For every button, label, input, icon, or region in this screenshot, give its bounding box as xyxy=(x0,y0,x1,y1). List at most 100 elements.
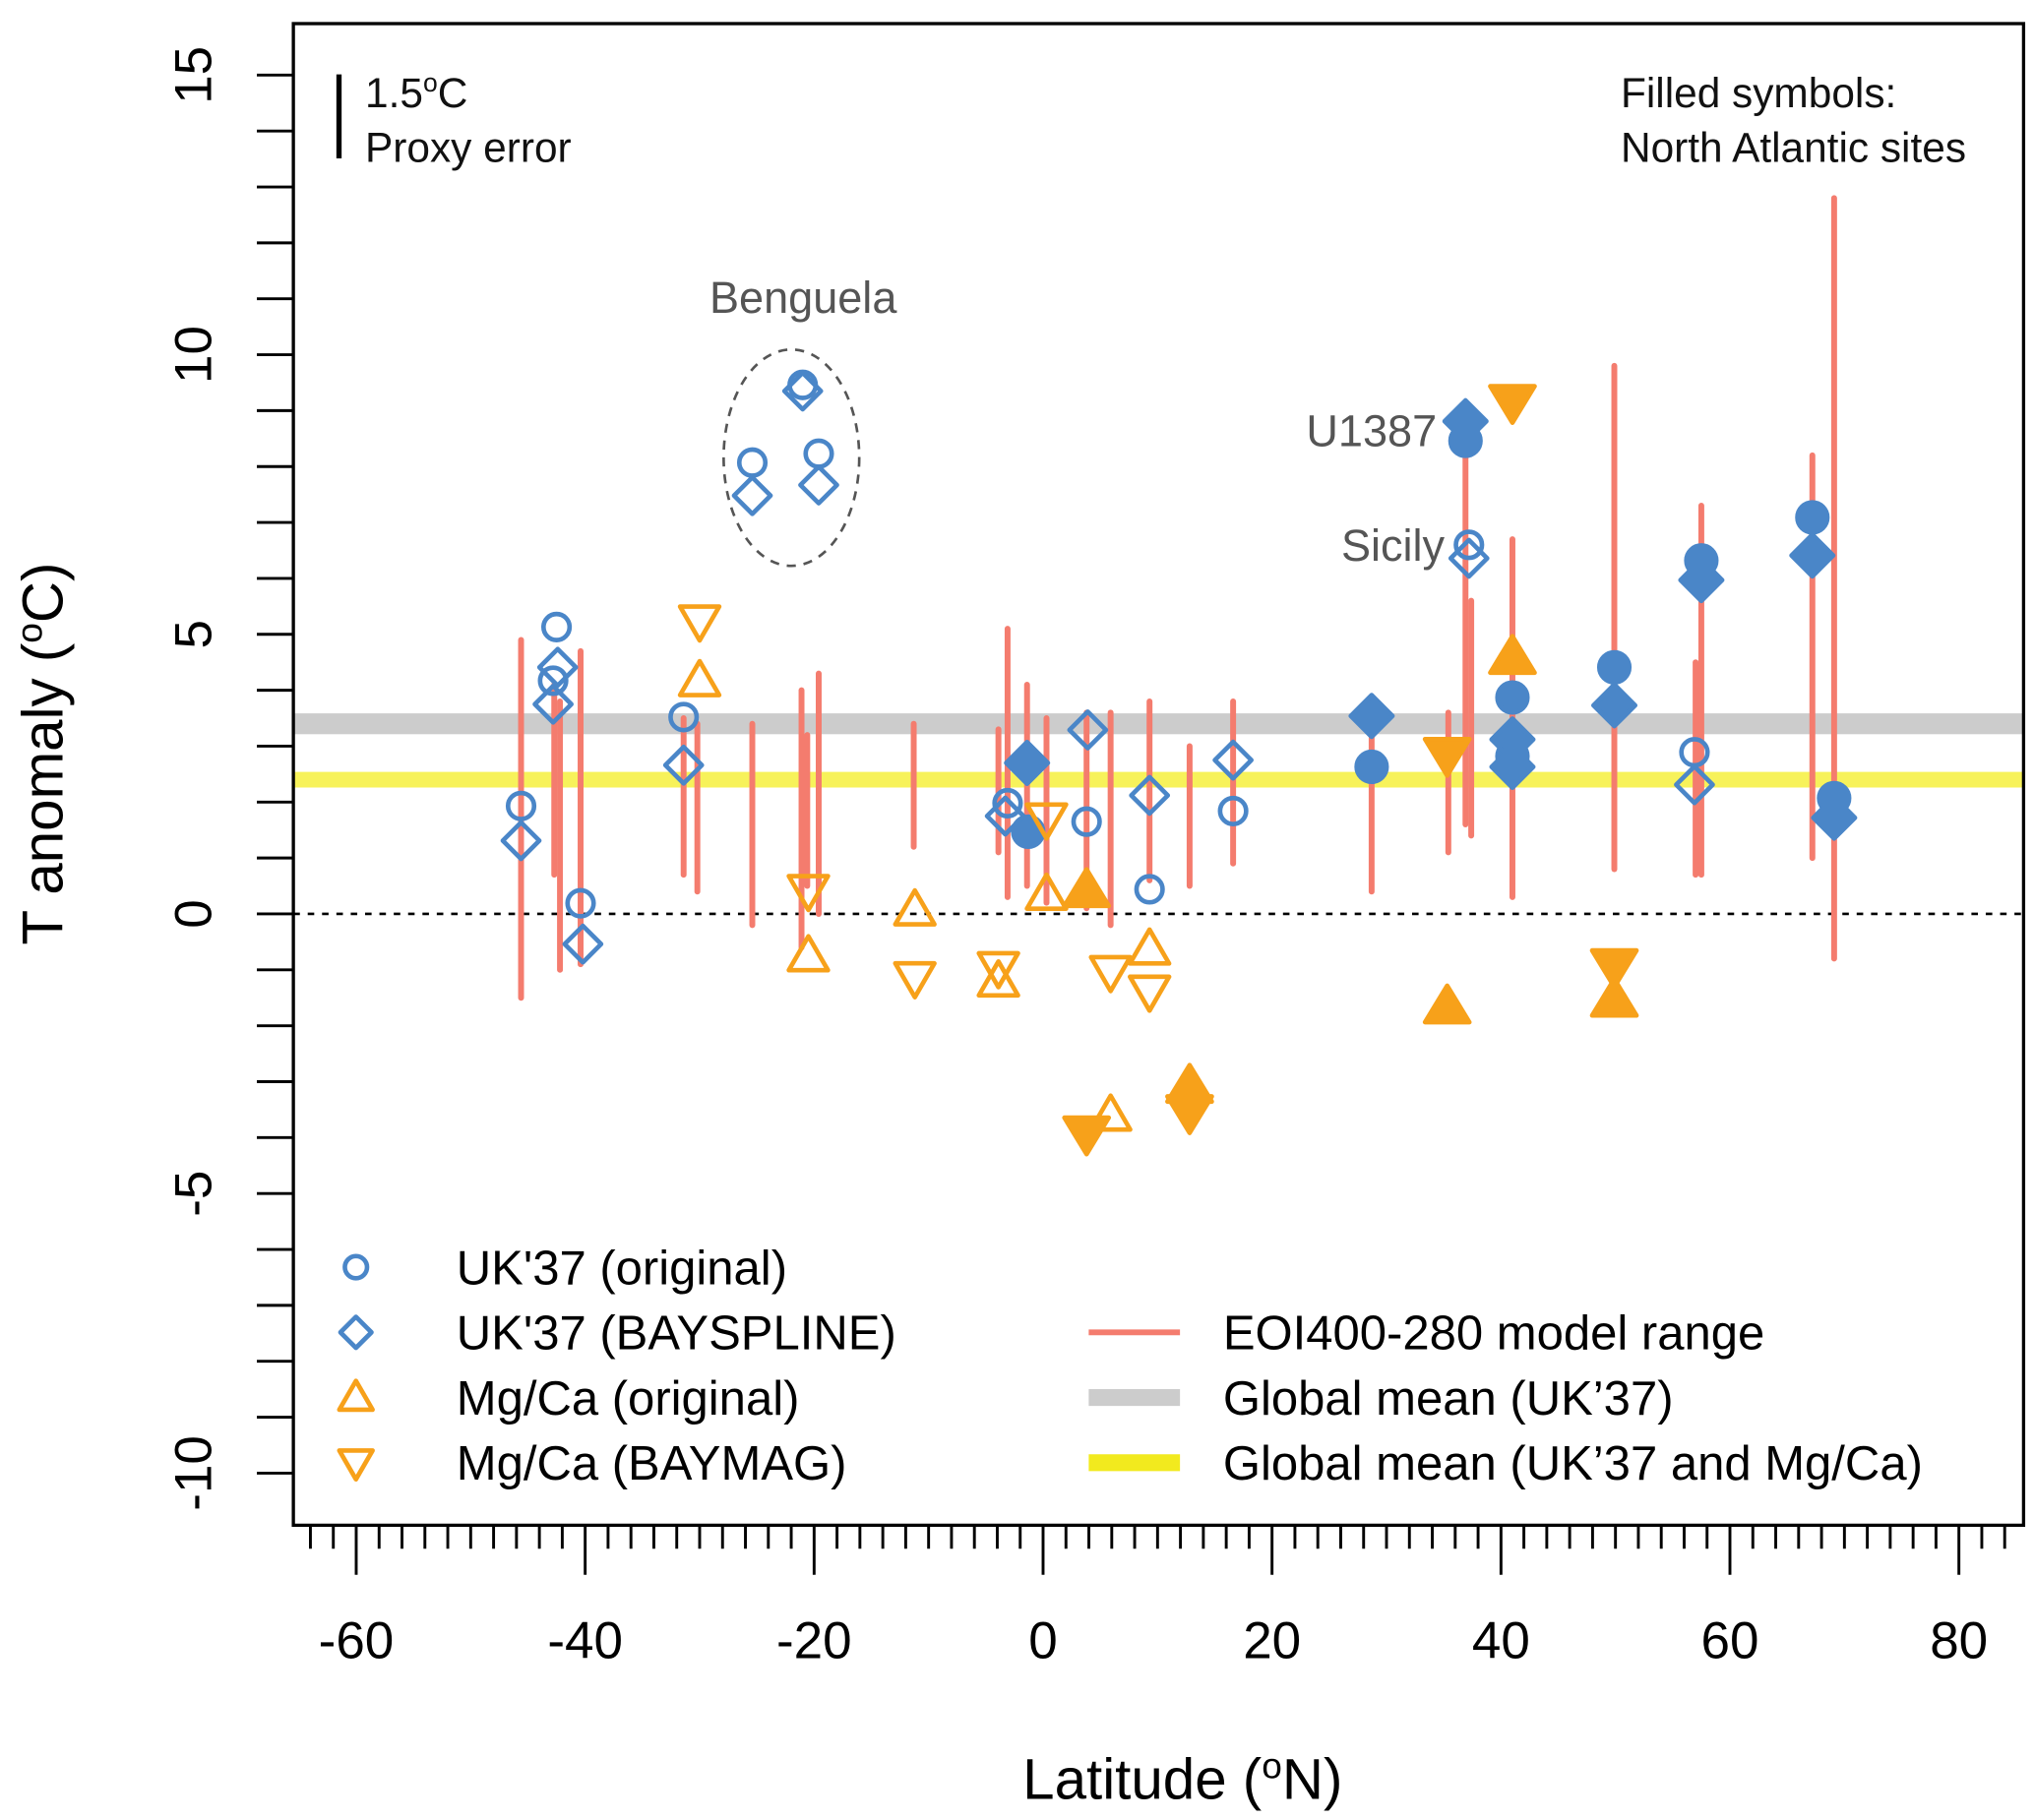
point-diamond-open xyxy=(662,744,705,786)
point-triangle-down-open xyxy=(1024,802,1069,841)
point-triangle-down-open xyxy=(1088,954,1133,994)
point-diamond-open xyxy=(1674,763,1715,806)
point-triangle-up-filled xyxy=(1589,976,1639,1018)
point-circle-filled xyxy=(1596,649,1633,685)
benguela-label: Benguela xyxy=(709,273,897,323)
point-diamond-filled xyxy=(1789,532,1836,579)
point-circle-open xyxy=(505,790,537,821)
y-axis-title: T anomaly (oC) xyxy=(8,563,75,945)
y-tick-label: 10 xyxy=(165,326,223,384)
point-triangle-up-open xyxy=(976,958,1020,999)
point-circle-open xyxy=(992,787,1023,819)
point-circle-open xyxy=(541,611,573,642)
point-triangle-up-open xyxy=(1088,1093,1133,1132)
y-tick-label: 0 xyxy=(165,899,223,928)
point-diamond-open xyxy=(1129,774,1171,817)
point-triangle-up-open xyxy=(893,887,937,927)
y-tick-label: -5 xyxy=(165,1171,223,1217)
y-tick-label: 15 xyxy=(165,46,223,104)
u1387-label: U1387 xyxy=(1306,405,1437,455)
x-tick-label: 80 xyxy=(1930,1612,1988,1670)
point-circle-filled xyxy=(1795,500,1830,535)
point-triangle-up-open xyxy=(1127,927,1172,966)
point-diamond-open xyxy=(781,370,824,412)
point-diamond-filled xyxy=(1678,557,1725,604)
point-triangle-down-filled xyxy=(1165,1094,1214,1135)
y-axis: -10 -5 0 5 10 15 xyxy=(165,46,294,1511)
point-triangle-down-open xyxy=(1127,974,1172,1013)
y-tick-label: 5 xyxy=(165,620,223,648)
point-circle-open xyxy=(736,447,769,478)
x-tick-label: -40 xyxy=(547,1612,623,1670)
point-diamond-open xyxy=(562,923,604,965)
filled-note-line2: North Atlantic sites xyxy=(1621,124,1966,170)
x-tick-label: -20 xyxy=(776,1612,852,1670)
point-circle-open xyxy=(565,887,596,919)
point-diamond-open xyxy=(532,683,574,725)
point-circle-open xyxy=(803,438,834,469)
point-diamond-open xyxy=(1067,709,1109,751)
point-triangle-down-filled xyxy=(1488,384,1537,426)
point-triangle-down-open xyxy=(786,874,831,913)
point-triangle-up-open xyxy=(1024,872,1069,911)
model-range-lines xyxy=(518,195,1837,1001)
point-diamond-open xyxy=(798,464,839,506)
filled-note-line1: Filled symbols: xyxy=(1621,70,1896,116)
point-diamond-filled xyxy=(1442,397,1489,445)
legend-label: Mg/Ca (original) xyxy=(457,1372,800,1426)
y-tick-label: -10 xyxy=(165,1435,223,1511)
legend-label: UK'37 (BAYSPLINE) xyxy=(457,1307,896,1361)
proxy-error-label: Proxy error xyxy=(365,124,572,170)
legend-symbol-triangle-down xyxy=(337,1448,375,1483)
point-circle-open xyxy=(537,665,569,697)
legend-symbol-diamond xyxy=(338,1314,374,1351)
point-diamond-open xyxy=(500,819,542,862)
benguela-ellipse xyxy=(722,347,861,568)
point-circle-open xyxy=(1134,874,1165,905)
point-diamond-open xyxy=(984,795,1026,837)
legend: UK'37 (original) UK'37 (BAYSPLINE) Mg/Ca (… xyxy=(337,1242,1923,1490)
point-triangle-down-open xyxy=(677,604,722,643)
x-tick-label: 0 xyxy=(1028,1612,1057,1670)
point-circle-open xyxy=(1453,529,1485,561)
sicily-label: Sicily xyxy=(1341,520,1446,571)
annotations: Benguela U1387 Sicily Filled symbols: No… xyxy=(336,68,1966,571)
point-circle-open xyxy=(1217,795,1249,826)
x-tick-label: 60 xyxy=(1701,1612,1759,1670)
x-axis: -60 -40 -20 0 20 40 60 80 xyxy=(308,1525,2006,1670)
legend-label: Global mean (UK’37) xyxy=(1223,1372,1674,1426)
point-circle-open xyxy=(1071,806,1102,837)
point-diamond-filled xyxy=(1348,693,1395,740)
point-circle-open xyxy=(668,701,700,733)
point-triangle-up-filled xyxy=(1488,634,1537,676)
legend-label: Mg/Ca (BAYMAG) xyxy=(457,1437,847,1490)
point-triangle-up-open xyxy=(677,658,722,698)
x-axis-title: Latitude (oN) xyxy=(1022,1744,1342,1811)
global-mean-uk37-band xyxy=(293,713,2024,735)
point-diamond-filled xyxy=(1489,743,1536,790)
point-triangle-down-filled xyxy=(1422,736,1472,778)
legend-symbol-circle xyxy=(342,1253,370,1281)
point-triangle-down-filled xyxy=(1062,1115,1112,1157)
data-points xyxy=(500,369,1858,1157)
x-tick-label: 40 xyxy=(1472,1612,1530,1670)
x-tick-label: -60 xyxy=(319,1612,395,1670)
point-diamond-open xyxy=(1448,537,1490,579)
point-diamond-open xyxy=(731,474,773,516)
point-diamond-open xyxy=(536,646,579,689)
legend-label: EOI400-280 model range xyxy=(1223,1307,1764,1361)
legend-label: UK'37 (original) xyxy=(457,1242,787,1295)
point-circle-filled xyxy=(1495,680,1530,715)
legend-symbol-triangle-up xyxy=(337,1378,375,1413)
point-diamond-filled xyxy=(1004,739,1051,787)
global-mean-bands xyxy=(293,713,2024,788)
point-triangle-down-open xyxy=(976,950,1020,990)
point-diamond-open xyxy=(1212,739,1254,781)
point-circle-filled xyxy=(1354,749,1389,785)
point-triangle-up-open xyxy=(786,934,831,973)
x-tick-label: 20 xyxy=(1243,1612,1301,1670)
global-mean-uk37-mgca-band xyxy=(293,771,2024,788)
point-diamond-filled xyxy=(1590,682,1638,729)
point-triangle-up-filled xyxy=(1422,983,1472,1025)
